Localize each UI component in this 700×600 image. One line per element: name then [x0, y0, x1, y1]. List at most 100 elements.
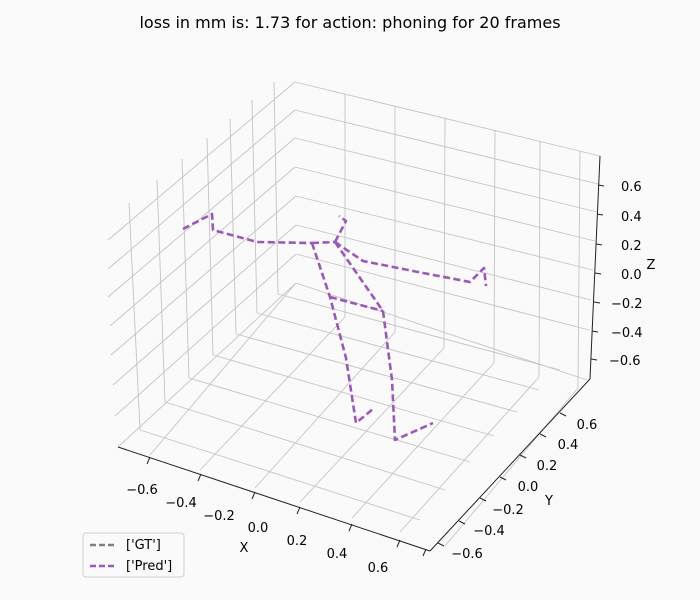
x-tick-label: −0.4: [165, 496, 197, 511]
y-tick-label: 0.0: [518, 480, 539, 495]
grid-line: [139, 429, 421, 521]
grid-line: [206, 137, 214, 356]
grid-line: [577, 150, 581, 389]
z-tick-mark: [591, 330, 599, 333]
series-layer: [182, 212, 488, 442]
skeleton-segment-left-leg: [310, 242, 374, 425]
grid-line: [117, 282, 297, 448]
grid-line: [114, 253, 297, 417]
grid-line: [351, 362, 495, 519]
z-tick-label: −0.6: [609, 354, 641, 369]
grid-line: [295, 224, 592, 301]
skeleton-segment-spine: [311, 240, 336, 245]
z-tick-mark: [596, 213, 604, 216]
x-tick-mark: [396, 539, 401, 548]
grid-line: [235, 333, 518, 413]
skeleton-segment-left-arm: [182, 212, 313, 245]
y-tick-label: −0.6: [451, 547, 483, 562]
grid-line: [399, 376, 540, 533]
x-tick-mark: [146, 456, 151, 465]
skeleton-segment-right-leg: [333, 241, 434, 442]
y-tick-mark: [479, 497, 487, 502]
grid-line: [444, 387, 579, 547]
y-tick-mark: [499, 476, 507, 481]
grid-line: [299, 347, 445, 503]
z-tick-label: 0.0: [621, 268, 642, 283]
chart-title: loss in mm is: 1.73 for action: phoning …: [139, 13, 560, 32]
grid-line: [443, 117, 446, 349]
z-axis-label: Z: [647, 258, 656, 273]
legend-label-gt: ['GT']: [126, 538, 161, 553]
x-tick-label: 0.4: [327, 547, 348, 562]
axes: [117, 155, 605, 557]
grid-line: [294, 109, 599, 185]
y-tick-label: 0.6: [577, 418, 598, 433]
z-tick-label: 0.2: [621, 239, 642, 254]
grid-line: [493, 129, 496, 364]
z-tick-mark: [595, 243, 603, 246]
z-tick-mark: [593, 301, 601, 304]
grid-line: [164, 401, 446, 491]
y-tick-labels: −0.6 −0.4 −0.2 0.0 0.2 0.4 0.6: [451, 418, 597, 562]
y-tick-label: −0.4: [473, 524, 505, 539]
y-tick-mark: [519, 454, 527, 459]
z-tick-mark: [590, 358, 598, 361]
grid-line: [107, 137, 296, 298]
x-tick-mark: [197, 473, 202, 482]
y-tick-mark: [559, 412, 567, 417]
z-tick-mark: [597, 184, 605, 187]
y-tick-mark: [539, 433, 547, 438]
x-tick-labels: −0.6 −0.4 −0.2 0.0 0.2 0.4 0.6: [126, 483, 388, 576]
grid-line: [229, 118, 237, 335]
grid-line: [273, 81, 279, 295]
x-tick-label: −0.2: [203, 509, 235, 524]
z-tick-label: −0.2: [611, 297, 643, 312]
grid-line: [294, 81, 601, 157]
x-axis-line: [117, 446, 431, 552]
skeleton-segment-right-arm: [334, 240, 488, 287]
grid-line: [256, 312, 540, 391]
grid-line: [254, 331, 396, 489]
skeleton-segment-head: [333, 214, 348, 243]
x-axis-label: X: [240, 541, 249, 556]
grid-line: [112, 224, 297, 386]
x-tick-mark: [296, 506, 301, 515]
grid-line: [156, 179, 166, 403]
grid-line: [188, 377, 471, 463]
grid-line: [109, 166, 296, 327]
x-tick-label: −0.6: [126, 483, 158, 498]
z-tick-mark: [594, 272, 602, 275]
grid-line: [181, 158, 190, 379]
x-tick-mark: [251, 491, 256, 500]
grid-line: [107, 109, 296, 270]
y-tick-mark: [458, 520, 466, 525]
grid-line: [199, 316, 346, 471]
x-tick-label: 0.6: [368, 561, 389, 576]
legend-label-pred: ['Pred']: [126, 559, 172, 574]
z-axis-line: [589, 155, 601, 380]
y-axis-label: Y: [544, 494, 553, 509]
y-tick-label: 0.4: [558, 438, 579, 453]
y-tick-label: −0.2: [492, 503, 524, 518]
x-tick-label: 0.0: [248, 521, 269, 536]
legend: ['GT'] ['Pred']: [82, 532, 185, 578]
grid-line: [294, 137, 598, 213]
y-tick-label: 0.2: [537, 459, 558, 474]
grid-line: [538, 140, 541, 378]
x-tick-mark: [348, 523, 353, 532]
x-tick-mark: [422, 548, 427, 557]
z-tick-labels: −0.6 −0.4 −0.2 0.0 0.2 0.4 0.6: [609, 180, 643, 369]
grid-line: [295, 253, 590, 331]
z-tick-label: 0.6: [621, 180, 642, 195]
y-tick-mark: [437, 542, 445, 547]
grid-line: [251, 99, 258, 314]
grid-line: [149, 282, 297, 456]
x-tick-label: 0.2: [287, 534, 308, 549]
y-axis-line: [429, 378, 591, 552]
grid-line: [277, 293, 561, 371]
grid-line: [110, 195, 297, 356]
z-tick-label: −0.4: [611, 326, 643, 341]
z-tick-label: 0.4: [621, 210, 642, 225]
